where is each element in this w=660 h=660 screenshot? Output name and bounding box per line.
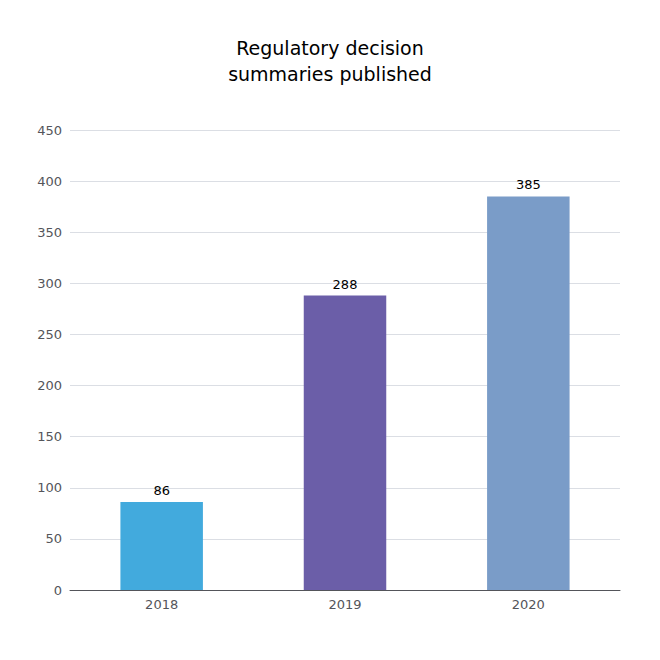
svg-text:2019: 2019 (328, 597, 361, 612)
svg-text:100: 100 (37, 480, 62, 495)
svg-text:300: 300 (37, 276, 62, 291)
svg-text:385: 385 (516, 177, 541, 192)
svg-text:Regulatory decision: Regulatory decision (236, 37, 424, 59)
svg-text:150: 150 (37, 429, 62, 444)
svg-text:450: 450 (37, 123, 62, 138)
svg-text:86: 86 (153, 483, 170, 498)
svg-text:250: 250 (37, 327, 62, 342)
svg-text:50: 50 (45, 531, 62, 546)
svg-text:288: 288 (333, 277, 358, 292)
svg-text:200: 200 (37, 378, 62, 393)
svg-text:350: 350 (37, 225, 62, 240)
svg-text:summaries published: summaries published (228, 63, 432, 85)
svg-text:0: 0 (54, 583, 62, 598)
svg-text:2018: 2018 (145, 597, 178, 612)
svg-text:400: 400 (37, 174, 62, 189)
svg-text:2020: 2020 (512, 597, 545, 612)
